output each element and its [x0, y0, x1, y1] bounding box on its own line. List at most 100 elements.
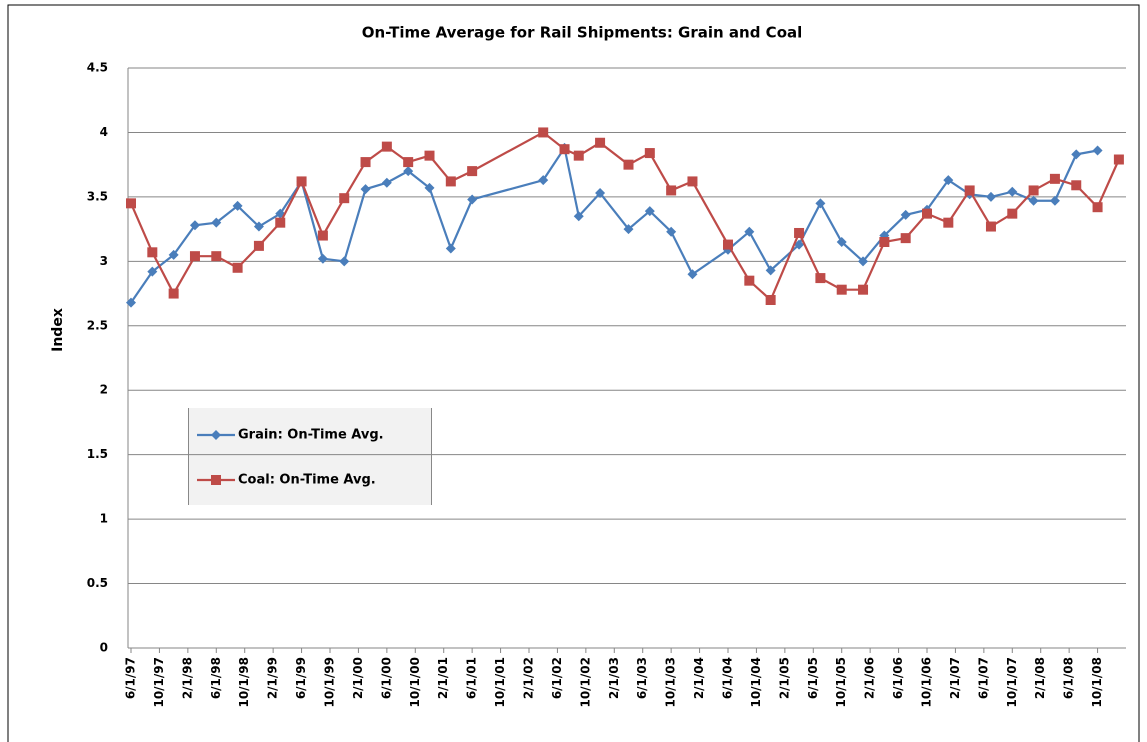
y-tick-label: 0 — [100, 641, 108, 655]
marker — [253, 221, 264, 232]
x-tick-label: 2/1/05 — [777, 657, 791, 699]
marker — [595, 137, 606, 148]
y-tick-label: 3 — [100, 254, 108, 268]
marker — [1028, 195, 1039, 206]
x-tick-label: 10/1/01 — [493, 657, 507, 708]
x-tick-label: 2/1/08 — [1033, 657, 1047, 699]
marker — [189, 251, 200, 262]
x-tick-label: 2/1/98 — [180, 657, 194, 699]
x-tick-label: 2/1/04 — [692, 657, 706, 699]
x-tick-label: 6/1/97 — [124, 657, 138, 699]
marker — [559, 144, 570, 155]
marker — [211, 217, 222, 228]
x-tick-label: 6/1/06 — [891, 657, 905, 699]
marker — [1071, 180, 1082, 191]
marker — [296, 176, 307, 187]
series-line — [129, 131, 1120, 302]
marker — [126, 297, 136, 308]
x-tick-label: 10/1/02 — [578, 657, 592, 708]
marker — [644, 148, 655, 159]
marker — [879, 237, 890, 247]
marker — [573, 211, 584, 222]
x-tick-label: 6/1/98 — [209, 657, 223, 699]
x-tick-label: 6/1/07 — [976, 657, 990, 699]
y-tick-label: 2 — [100, 383, 108, 397]
marker — [644, 206, 655, 217]
marker — [147, 266, 158, 277]
x-tick-label: 10/1/03 — [664, 657, 678, 708]
marker — [467, 194, 478, 205]
marker — [985, 191, 996, 202]
marker — [1092, 145, 1103, 156]
marker — [1113, 154, 1124, 165]
marker — [744, 226, 755, 237]
marker — [964, 185, 975, 196]
x-tick-label: 6/1/03 — [635, 657, 649, 699]
legend-marker — [211, 430, 221, 440]
x-tick-label: 6/1/00 — [379, 657, 393, 699]
x-tick-label: 10/1/08 — [1090, 657, 1104, 708]
marker — [1049, 173, 1060, 184]
marker — [538, 175, 549, 186]
marker — [1007, 186, 1018, 197]
marker — [723, 239, 733, 250]
marker — [538, 127, 549, 138]
marker — [403, 166, 414, 177]
marker — [985, 221, 996, 232]
marker — [126, 198, 136, 209]
marker — [317, 230, 328, 241]
marker — [815, 198, 826, 209]
marker — [424, 182, 435, 193]
y-tick-label: 3.5 — [87, 189, 108, 203]
marker — [424, 150, 435, 161]
marker — [467, 166, 478, 177]
marker — [445, 243, 456, 254]
y-tick-label: 2.5 — [87, 318, 108, 332]
marker — [1092, 202, 1103, 213]
marker — [666, 185, 677, 196]
legend-marker — [211, 475, 221, 485]
marker — [666, 226, 677, 237]
x-tick-label: 10/1/99 — [323, 657, 337, 708]
x-tick-label: 2/1/03 — [607, 657, 621, 699]
x-tick-label: 2/1/99 — [266, 657, 280, 699]
marker — [858, 256, 869, 267]
x-tick-label: 6/1/04 — [721, 657, 735, 699]
marker — [339, 256, 350, 267]
x-tick-label: 10/1/06 — [920, 657, 934, 708]
marker — [765, 295, 776, 305]
marker — [836, 284, 847, 295]
marker — [900, 233, 911, 244]
x-tick-label: 10/1/00 — [408, 657, 422, 708]
x-tick-label: 10/1/07 — [1005, 657, 1019, 708]
marker — [360, 184, 371, 195]
marker — [232, 200, 243, 211]
marker — [189, 220, 200, 231]
marker — [573, 150, 584, 161]
marker — [687, 269, 698, 280]
y-tick-label: 0.5 — [87, 576, 108, 590]
marker — [317, 253, 328, 264]
x-tick-label: 10/1/05 — [834, 657, 848, 708]
marker — [922, 208, 932, 219]
marker — [623, 224, 634, 235]
marker — [211, 251, 222, 262]
y-tick-label: 4.5 — [87, 61, 108, 75]
x-tick-label: 2/1/06 — [863, 657, 877, 699]
marker — [275, 217, 286, 228]
marker — [623, 159, 634, 170]
y-tick-label: 1 — [100, 512, 108, 526]
chart-title: On-Time Average for Rail Shipments: Grai… — [362, 24, 803, 42]
legend-box — [188, 408, 432, 505]
marker — [744, 275, 755, 286]
x-tick-label: 10/1/98 — [237, 657, 251, 708]
x-tick-label: 6/1/05 — [806, 657, 820, 699]
marker — [836, 237, 847, 247]
marker — [765, 265, 776, 276]
marker — [943, 217, 954, 228]
marker — [381, 141, 392, 152]
x-tick-label: 2/1/02 — [522, 657, 536, 699]
marker — [794, 227, 805, 238]
x-tick-label: 6/1/99 — [294, 657, 308, 699]
